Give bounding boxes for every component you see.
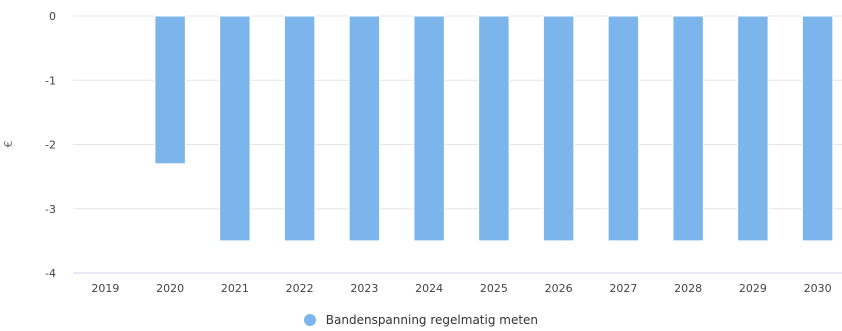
y-tick-label: -2 [45, 139, 56, 152]
bar[interactable] [542, 15, 575, 242]
y-axis-label: € [2, 141, 15, 148]
bar[interactable] [154, 15, 186, 165]
x-tick-label: 2023 [350, 282, 378, 295]
y-tick-label: -1 [45, 74, 56, 87]
y-axis-ticks: 0 -1 -2 -3 -4 [45, 10, 56, 280]
x-tick-label: 2024 [415, 282, 443, 295]
x-tick-label: 2029 [739, 282, 767, 295]
legend-marker [303, 314, 316, 326]
x-tick-label: 2030 [804, 282, 832, 295]
x-tick-label: 2019 [91, 282, 119, 295]
bar[interactable] [219, 15, 251, 242]
x-tick-label: 2028 [674, 282, 702, 295]
bars [154, 15, 834, 242]
bar[interactable] [348, 15, 381, 242]
bar[interactable] [801, 15, 834, 242]
bar[interactable] [478, 15, 510, 242]
x-tick-label: 2021 [221, 282, 249, 295]
x-tick-label: 2027 [609, 282, 637, 295]
bar[interactable] [737, 15, 769, 242]
bar[interactable] [413, 15, 445, 242]
y-tick-label: -3 [45, 203, 56, 216]
x-tick-label: 2020 [156, 282, 184, 295]
gridlines [73, 15, 842, 210]
legend-label: Bandenspanning regelmatig meten [325, 313, 539, 327]
bar[interactable] [672, 15, 704, 242]
bar[interactable] [607, 15, 640, 242]
x-tick-label: 2026 [545, 282, 573, 295]
y-tick-label: 0 [49, 10, 56, 23]
x-tick-label: 2022 [286, 282, 314, 295]
legend[interactable]: Bandenspanning regelmatig meten [0, 313, 842, 327]
x-tick-label: 2025 [480, 282, 508, 295]
x-axis-ticks: 2019 2020 2021 2022 2023 2024 2025 2026 2027 2028… [91, 282, 831, 295]
bar[interactable] [283, 15, 316, 242]
y-tick-label: -4 [45, 267, 56, 280]
